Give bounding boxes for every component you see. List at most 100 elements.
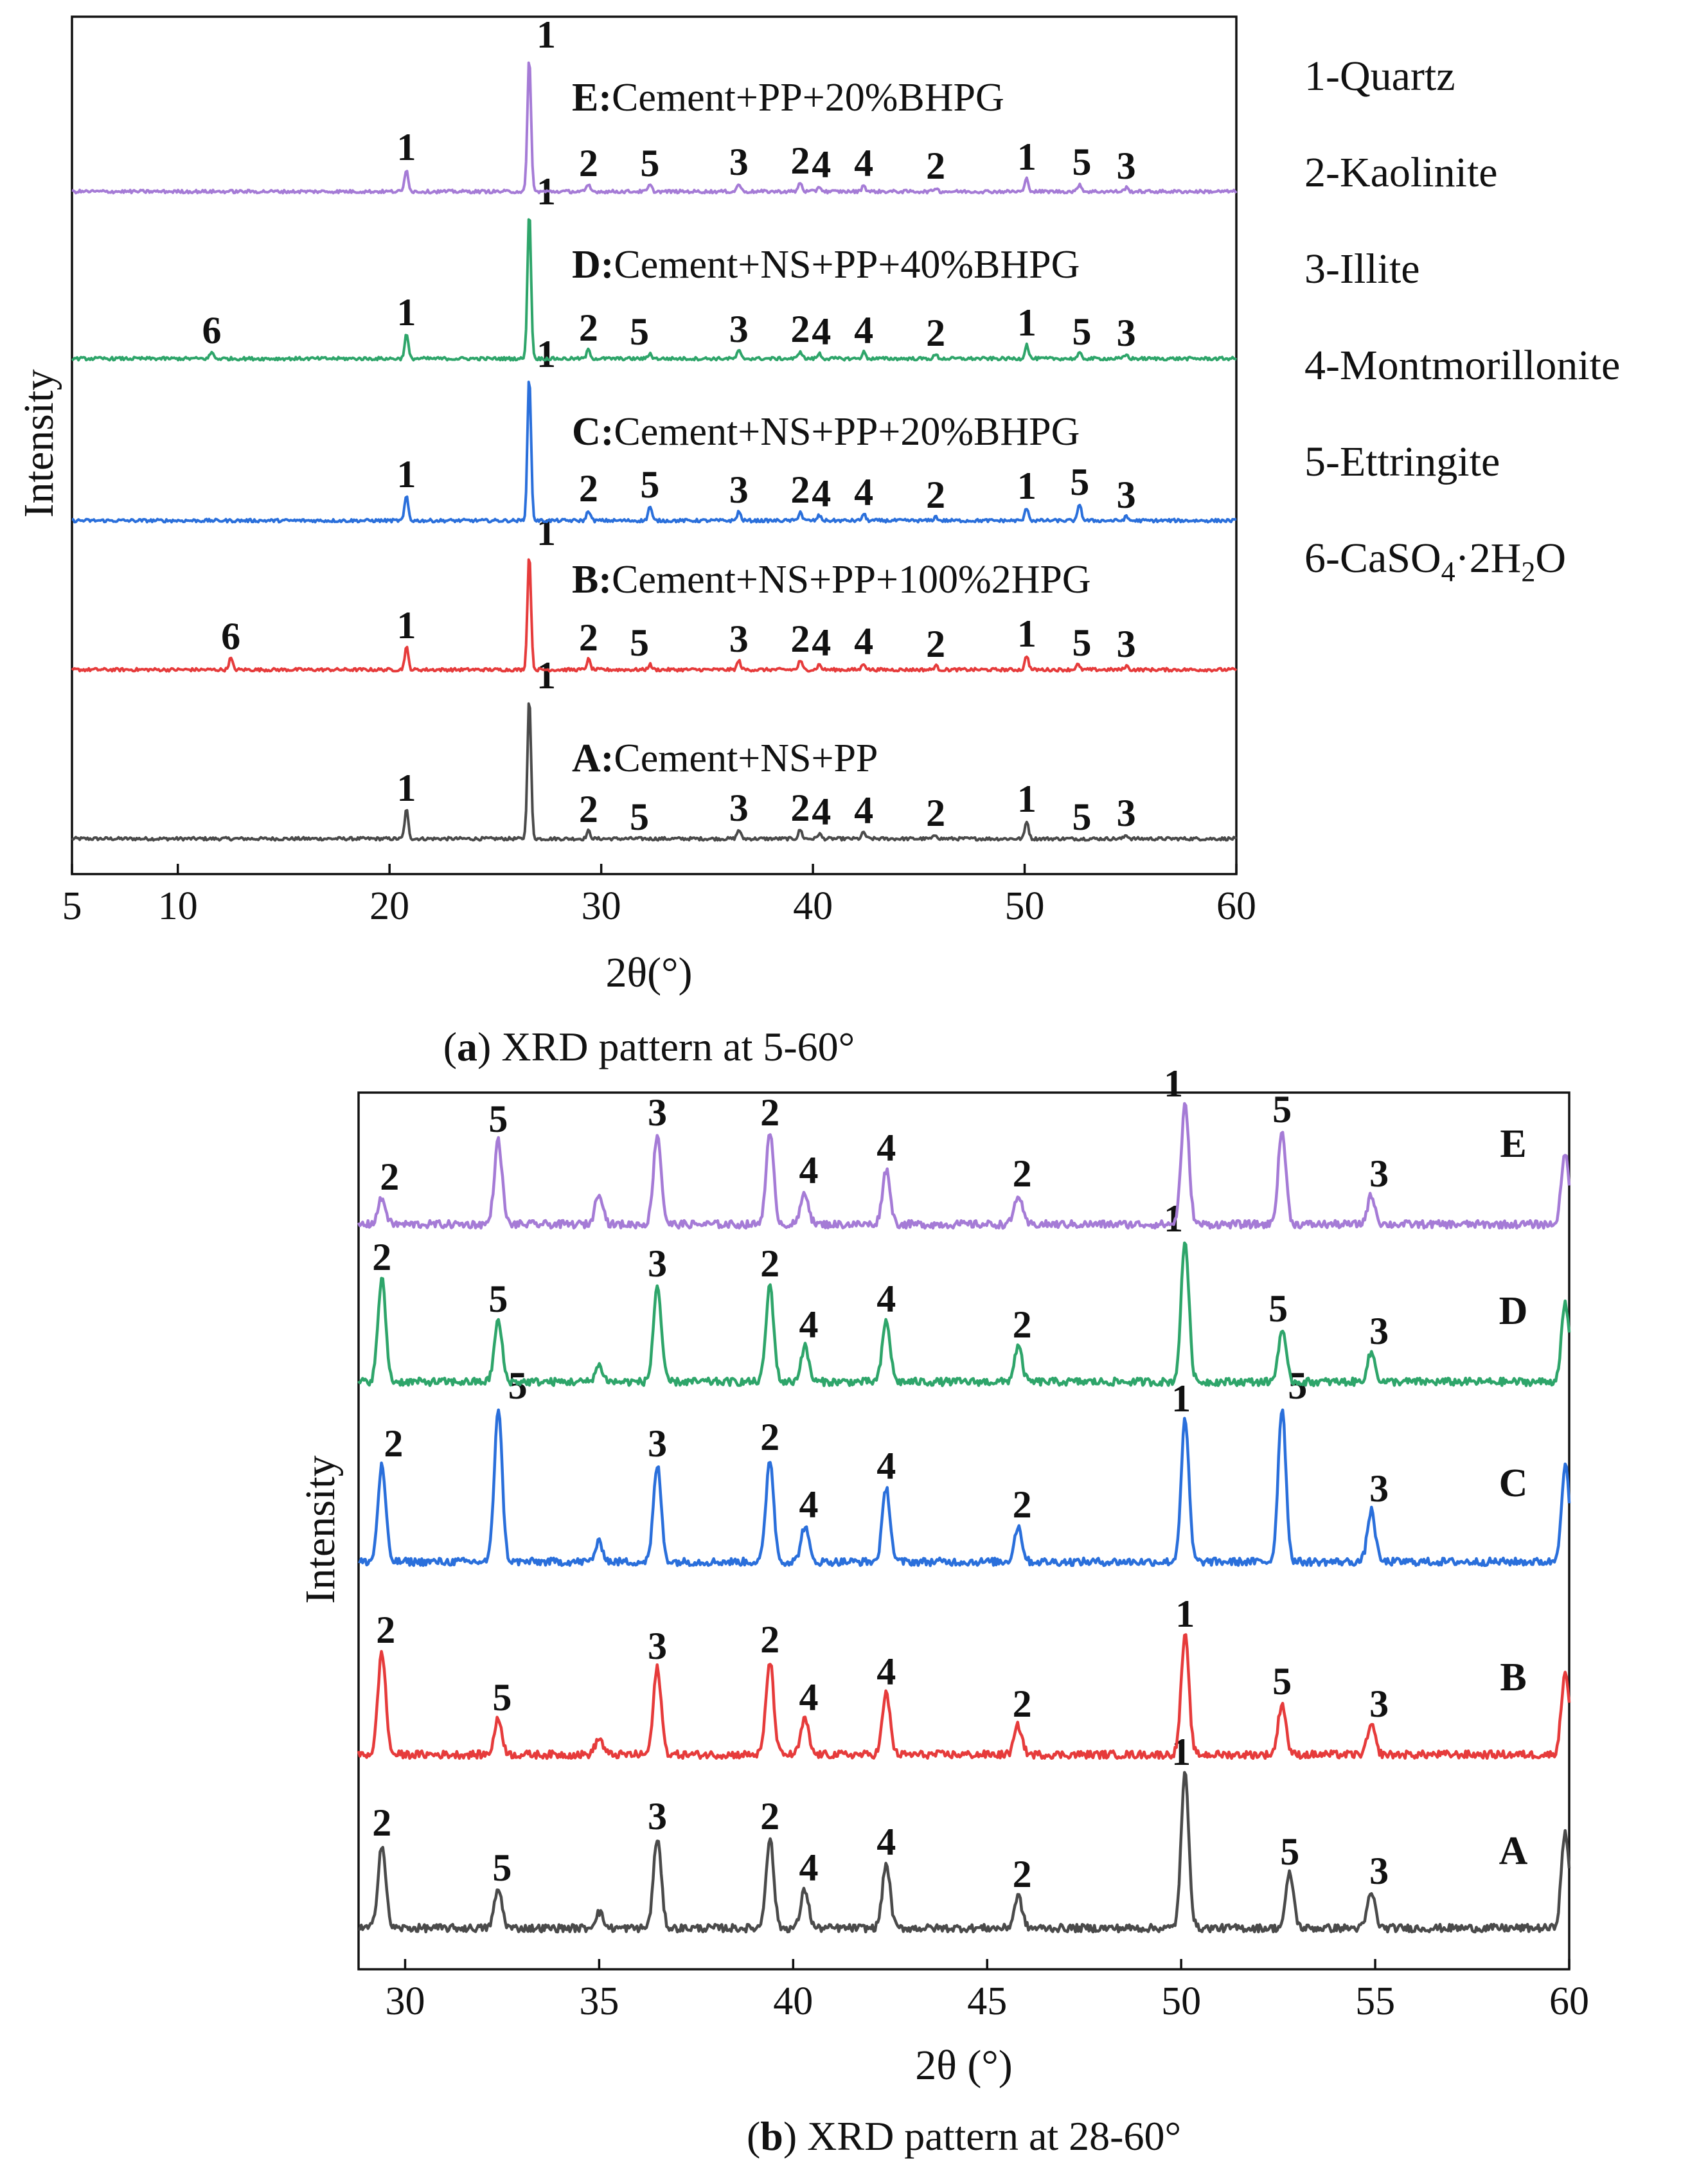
series-C-trace (358, 1408, 1571, 1568)
series-D-trace (357, 1241, 1571, 1388)
peak-label: 1 (537, 13, 556, 56)
series-D-label: D:Cement+NS+PP+40%BHPG (572, 243, 1080, 287)
peak-label: 2 (1013, 1303, 1032, 1346)
panel-a-caption-letter: a (457, 1024, 477, 1069)
peak-label: 2 (579, 616, 598, 659)
x-tick-label: 35 (579, 1980, 619, 2023)
x-tick-label: 60 (1216, 884, 1256, 928)
peak-label: 5 (488, 1278, 508, 1320)
peak-label: 5 (492, 1847, 512, 1889)
peak-label: 5 (488, 1098, 508, 1140)
peak-label: 4 (854, 309, 873, 352)
peak-label: 1 (537, 654, 556, 697)
peak-label: 3 (1117, 474, 1136, 516)
peak-label: 3 (729, 787, 749, 829)
peak-label: 5 (1072, 622, 1091, 664)
peak-label: 2 (372, 1236, 391, 1278)
peak-label: 5 (1072, 796, 1091, 838)
peak-label: 2 (760, 1618, 779, 1661)
peak-label: 5 (640, 142, 659, 184)
series-A-trace (71, 702, 1237, 842)
series-B: 6 112 5 3 2 4 4 2 1 5 3B:Cement+NS+PP+100%2HPG (71, 511, 1238, 673)
peak-label: 2 (926, 623, 945, 665)
legend-item: 1-Quartz (1304, 53, 1455, 100)
peak-label: 3 (729, 308, 749, 350)
peak-label: 5 (1072, 310, 1091, 353)
peak-label: 6 (202, 309, 221, 352)
legend-item: 3-Illite (1304, 246, 1420, 292)
peak-label: 4 (799, 1483, 818, 1526)
series-A-trace (358, 1771, 1571, 1934)
series-B-label: B (1500, 1656, 1526, 1699)
peak-label: 3 (1369, 1467, 1389, 1510)
peak-label: 2 (760, 1416, 779, 1458)
x-tick-label: 40 (773, 1980, 813, 2023)
peak-label: 4 (876, 1127, 896, 1169)
peak-label: 2 (760, 1242, 779, 1285)
peak-label: 2 (926, 474, 945, 516)
peak-label: 5 (1272, 1660, 1292, 1703)
peak-label: 4 (854, 620, 873, 663)
panel-a-x-ticks: 5 10 20 30 40 50 60 (62, 864, 1256, 928)
panel-b-caption-letter: b (760, 2113, 783, 2159)
x-tick-label: 30 (582, 884, 621, 928)
series-C-label: C:Cement+NS+PP+20%BHPG (572, 410, 1080, 454)
peak-label: 1 (537, 333, 556, 375)
peak-label: 2 (1013, 1853, 1032, 1895)
x-tick-label: 5 (62, 884, 82, 928)
legend-item: 4-Montmorillonite (1304, 342, 1620, 389)
panel-b-frame (357, 1091, 1570, 1971)
peak-label: 3 (648, 1795, 667, 1838)
peak-label: 1 (1171, 1377, 1191, 1420)
legend-item: 5-Ettringite (1304, 438, 1500, 485)
panel-a-caption: (a) XRD pattern at 5-60° (443, 1024, 855, 1069)
peak-label: 4 (812, 791, 831, 833)
peak-label: 5 (492, 1676, 512, 1719)
peak-label: 1 (1164, 1197, 1183, 1240)
series-D-label: D (1499, 1289, 1528, 1333)
peak-label: 3 (1369, 1850, 1389, 1892)
panel-b-y-label: Intensity (297, 1456, 344, 1604)
panel-a-frame (71, 15, 1238, 875)
series-C-trace (71, 380, 1237, 524)
peak-label: 4 (876, 1650, 896, 1693)
panel-b-x-ticks: 30 35 40 45 50 55 60 (385, 1959, 1589, 2023)
peak-label: 2 (384, 1422, 403, 1465)
peak-label: 1 (1017, 301, 1036, 344)
peak-label: 1 (537, 511, 556, 553)
panel-a-x-label: 2θ(°) (606, 949, 693, 996)
series-B-trace (357, 1633, 1571, 1760)
peak-label: 4 (812, 310, 831, 353)
peak-label: 2 (790, 308, 810, 350)
peak-label: 1 (397, 453, 416, 496)
peak-label: 2 (1013, 1152, 1032, 1195)
x-tick-label: 30 (385, 1980, 425, 2023)
peak-label: 2 (372, 1802, 391, 1844)
peak-label: 1 (1164, 1062, 1183, 1105)
peak-label: 3 (1369, 1683, 1389, 1725)
peak-label: 2 (579, 142, 598, 184)
peak-label: 2 (579, 307, 598, 349)
series-E-label: E:Cement+PP+20%BHPG (572, 76, 1004, 120)
peak-label: 2 (1013, 1683, 1032, 1725)
series-A-label: A:Cement+NS+PP (572, 737, 878, 780)
peak-label: 5 (1280, 1830, 1299, 1873)
panel-a-series: 112 5 3 2 4 4 2 1 5 3A:Cement+NS+PP6 112 5 3 2 4 4 2 1 5 3B… (71, 13, 1238, 842)
x-tick-label: 40 (793, 884, 833, 928)
peak-label: 1 (1017, 136, 1036, 178)
x-tick-label: 10 (158, 884, 198, 928)
peak-label: 3 (1369, 1310, 1389, 1352)
peak-label: 5 (630, 310, 649, 353)
series-E-label: E (1500, 1122, 1526, 1166)
series-E-trace (71, 61, 1238, 195)
peak-label: 2 (926, 792, 945, 834)
legend-item: 6-CaSO4·2H2O (1304, 535, 1566, 587)
peak-label: 1 (397, 291, 416, 334)
peak-label: 4 (812, 622, 831, 664)
x-tick-label: 45 (967, 1980, 1007, 2023)
peak-label: 1 (1017, 778, 1036, 820)
